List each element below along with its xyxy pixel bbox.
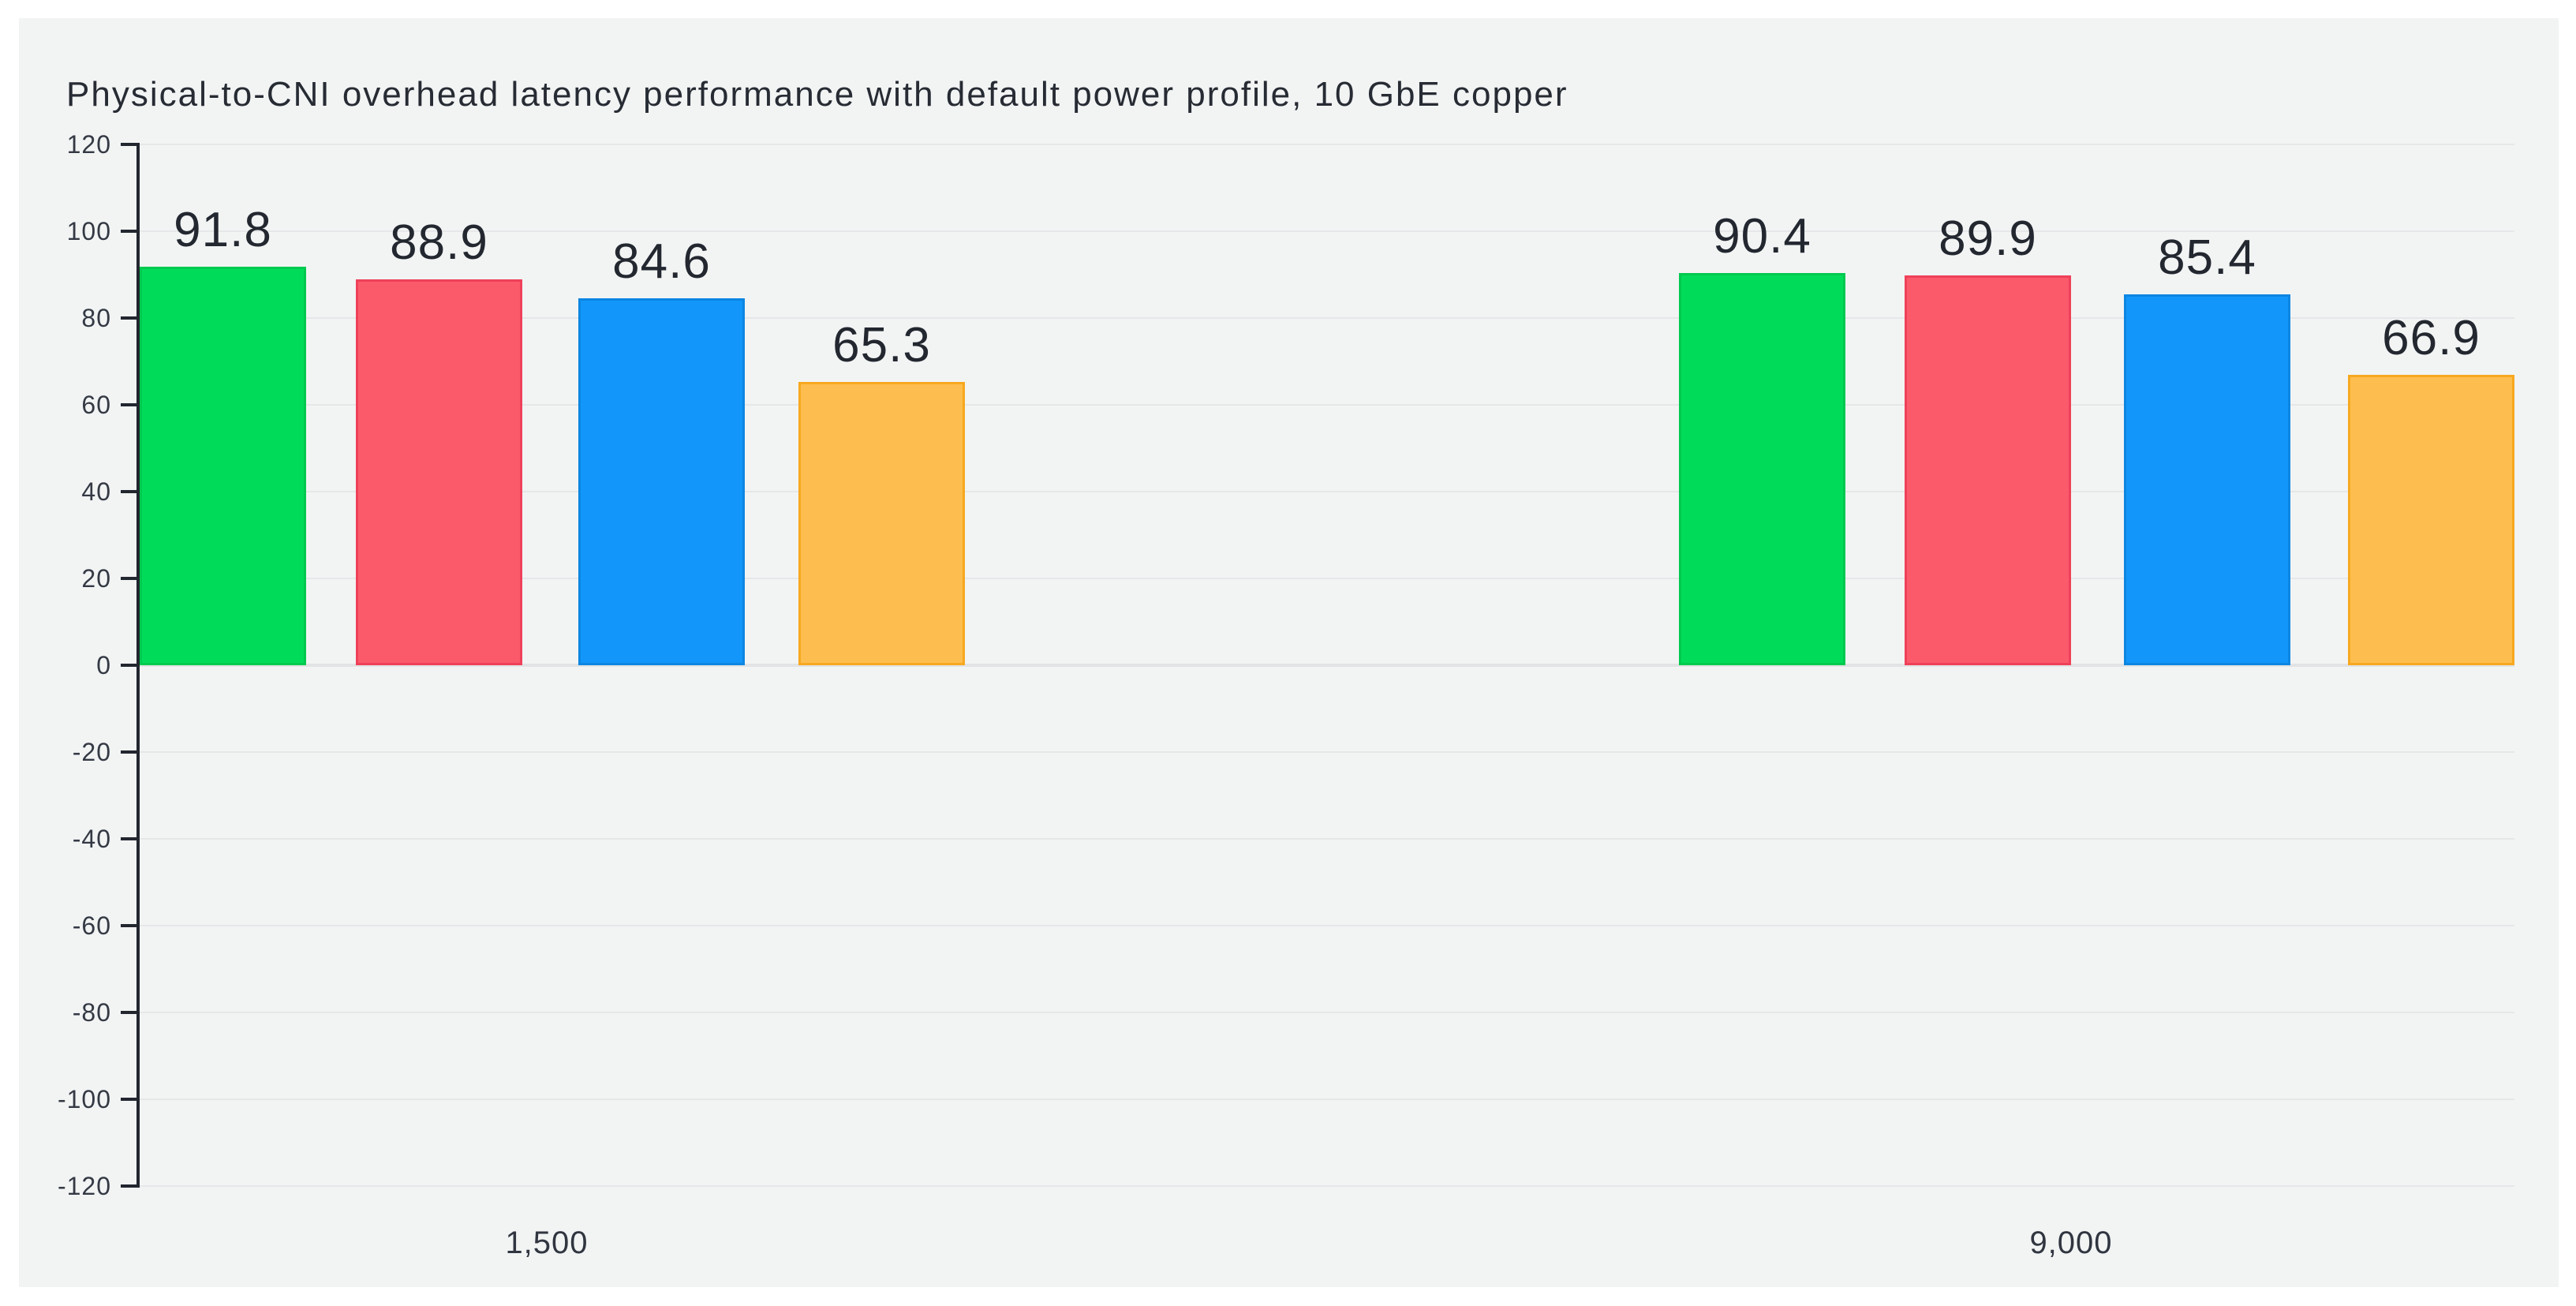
y-axis-tick-mark [121, 577, 140, 580]
y-axis-tick-label: 20 [81, 564, 111, 593]
y-axis-tick-label: 80 [81, 304, 111, 332]
bar-value-label: 88.9 [390, 215, 488, 271]
gridline [140, 404, 2514, 406]
gridline [140, 230, 2514, 232]
x-axis-category-label: 9,000 [2029, 1226, 2113, 1260]
bar-9000-orange [2348, 375, 2514, 665]
y-axis-tick-mark [121, 664, 140, 667]
bar-1500-green [140, 267, 306, 665]
bar-9000-blue [2124, 294, 2290, 665]
y-axis-tick-label: -20 [72, 738, 111, 766]
gridline [140, 1012, 2514, 1013]
bar-value-label: 85.4 [2158, 230, 2256, 286]
y-axis-tick-mark [121, 837, 140, 840]
x-axis-category-label: 1,500 [505, 1226, 589, 1260]
bar-value-label: 89.9 [1939, 211, 2037, 266]
gridline [140, 578, 2514, 579]
y-axis-tick-mark [121, 316, 140, 320]
bar-value-label: 90.4 [1713, 208, 1811, 264]
y-axis-tick-mark [121, 1098, 140, 1101]
zero-gridline [140, 664, 2514, 667]
gridline [140, 838, 2514, 840]
y-axis-tick-label: 100 [66, 217, 111, 245]
y-axis-tick-label: 60 [81, 391, 111, 419]
bar-9000-red [1905, 275, 2071, 665]
y-axis-tick-mark [121, 403, 140, 406]
y-axis-tick-label: -60 [72, 911, 111, 940]
bar-1500-orange [798, 381, 965, 665]
y-axis-tick-label: -100 [57, 1085, 111, 1113]
y-axis-tick-label: 0 [96, 651, 111, 679]
y-axis-tick-mark [121, 1184, 140, 1188]
bar-1500-blue [578, 297, 745, 665]
bar-value-label: 91.8 [174, 203, 272, 258]
gridline [140, 491, 2514, 492]
bar-1500-red [356, 279, 522, 665]
gridline [140, 1098, 2514, 1100]
y-axis-tick-label: 40 [81, 477, 111, 506]
chart-card: Physical-to-CNI overhead latency perform… [19, 18, 2559, 1287]
y-axis-tick-mark [121, 750, 140, 754]
y-axis-tick-label: -120 [57, 1172, 111, 1200]
gridline [140, 751, 2514, 753]
bar-value-label: 65.3 [832, 317, 931, 372]
y-axis-tick-label: 120 [66, 130, 111, 159]
chart-title: Physical-to-CNI overhead latency perform… [66, 75, 1568, 114]
y-axis-tick-mark [121, 143, 140, 146]
y-axis-tick-mark [121, 924, 140, 927]
y-axis-tick-mark [121, 1011, 140, 1014]
gridline [140, 1185, 2514, 1187]
y-axis-tick-mark [121, 230, 140, 233]
y-axis-tick-mark [121, 490, 140, 493]
bar-value-label: 66.9 [2382, 311, 2481, 366]
bar-value-label: 84.6 [612, 234, 711, 289]
gridline [140, 317, 2514, 319]
y-axis-tick-label: -80 [72, 998, 111, 1027]
bar-9000-green [1679, 272, 1845, 665]
gridline [140, 925, 2514, 926]
y-axis-tick-label: -40 [72, 825, 111, 853]
y-axis-line [136, 144, 140, 1186]
gridline [140, 144, 2514, 145]
